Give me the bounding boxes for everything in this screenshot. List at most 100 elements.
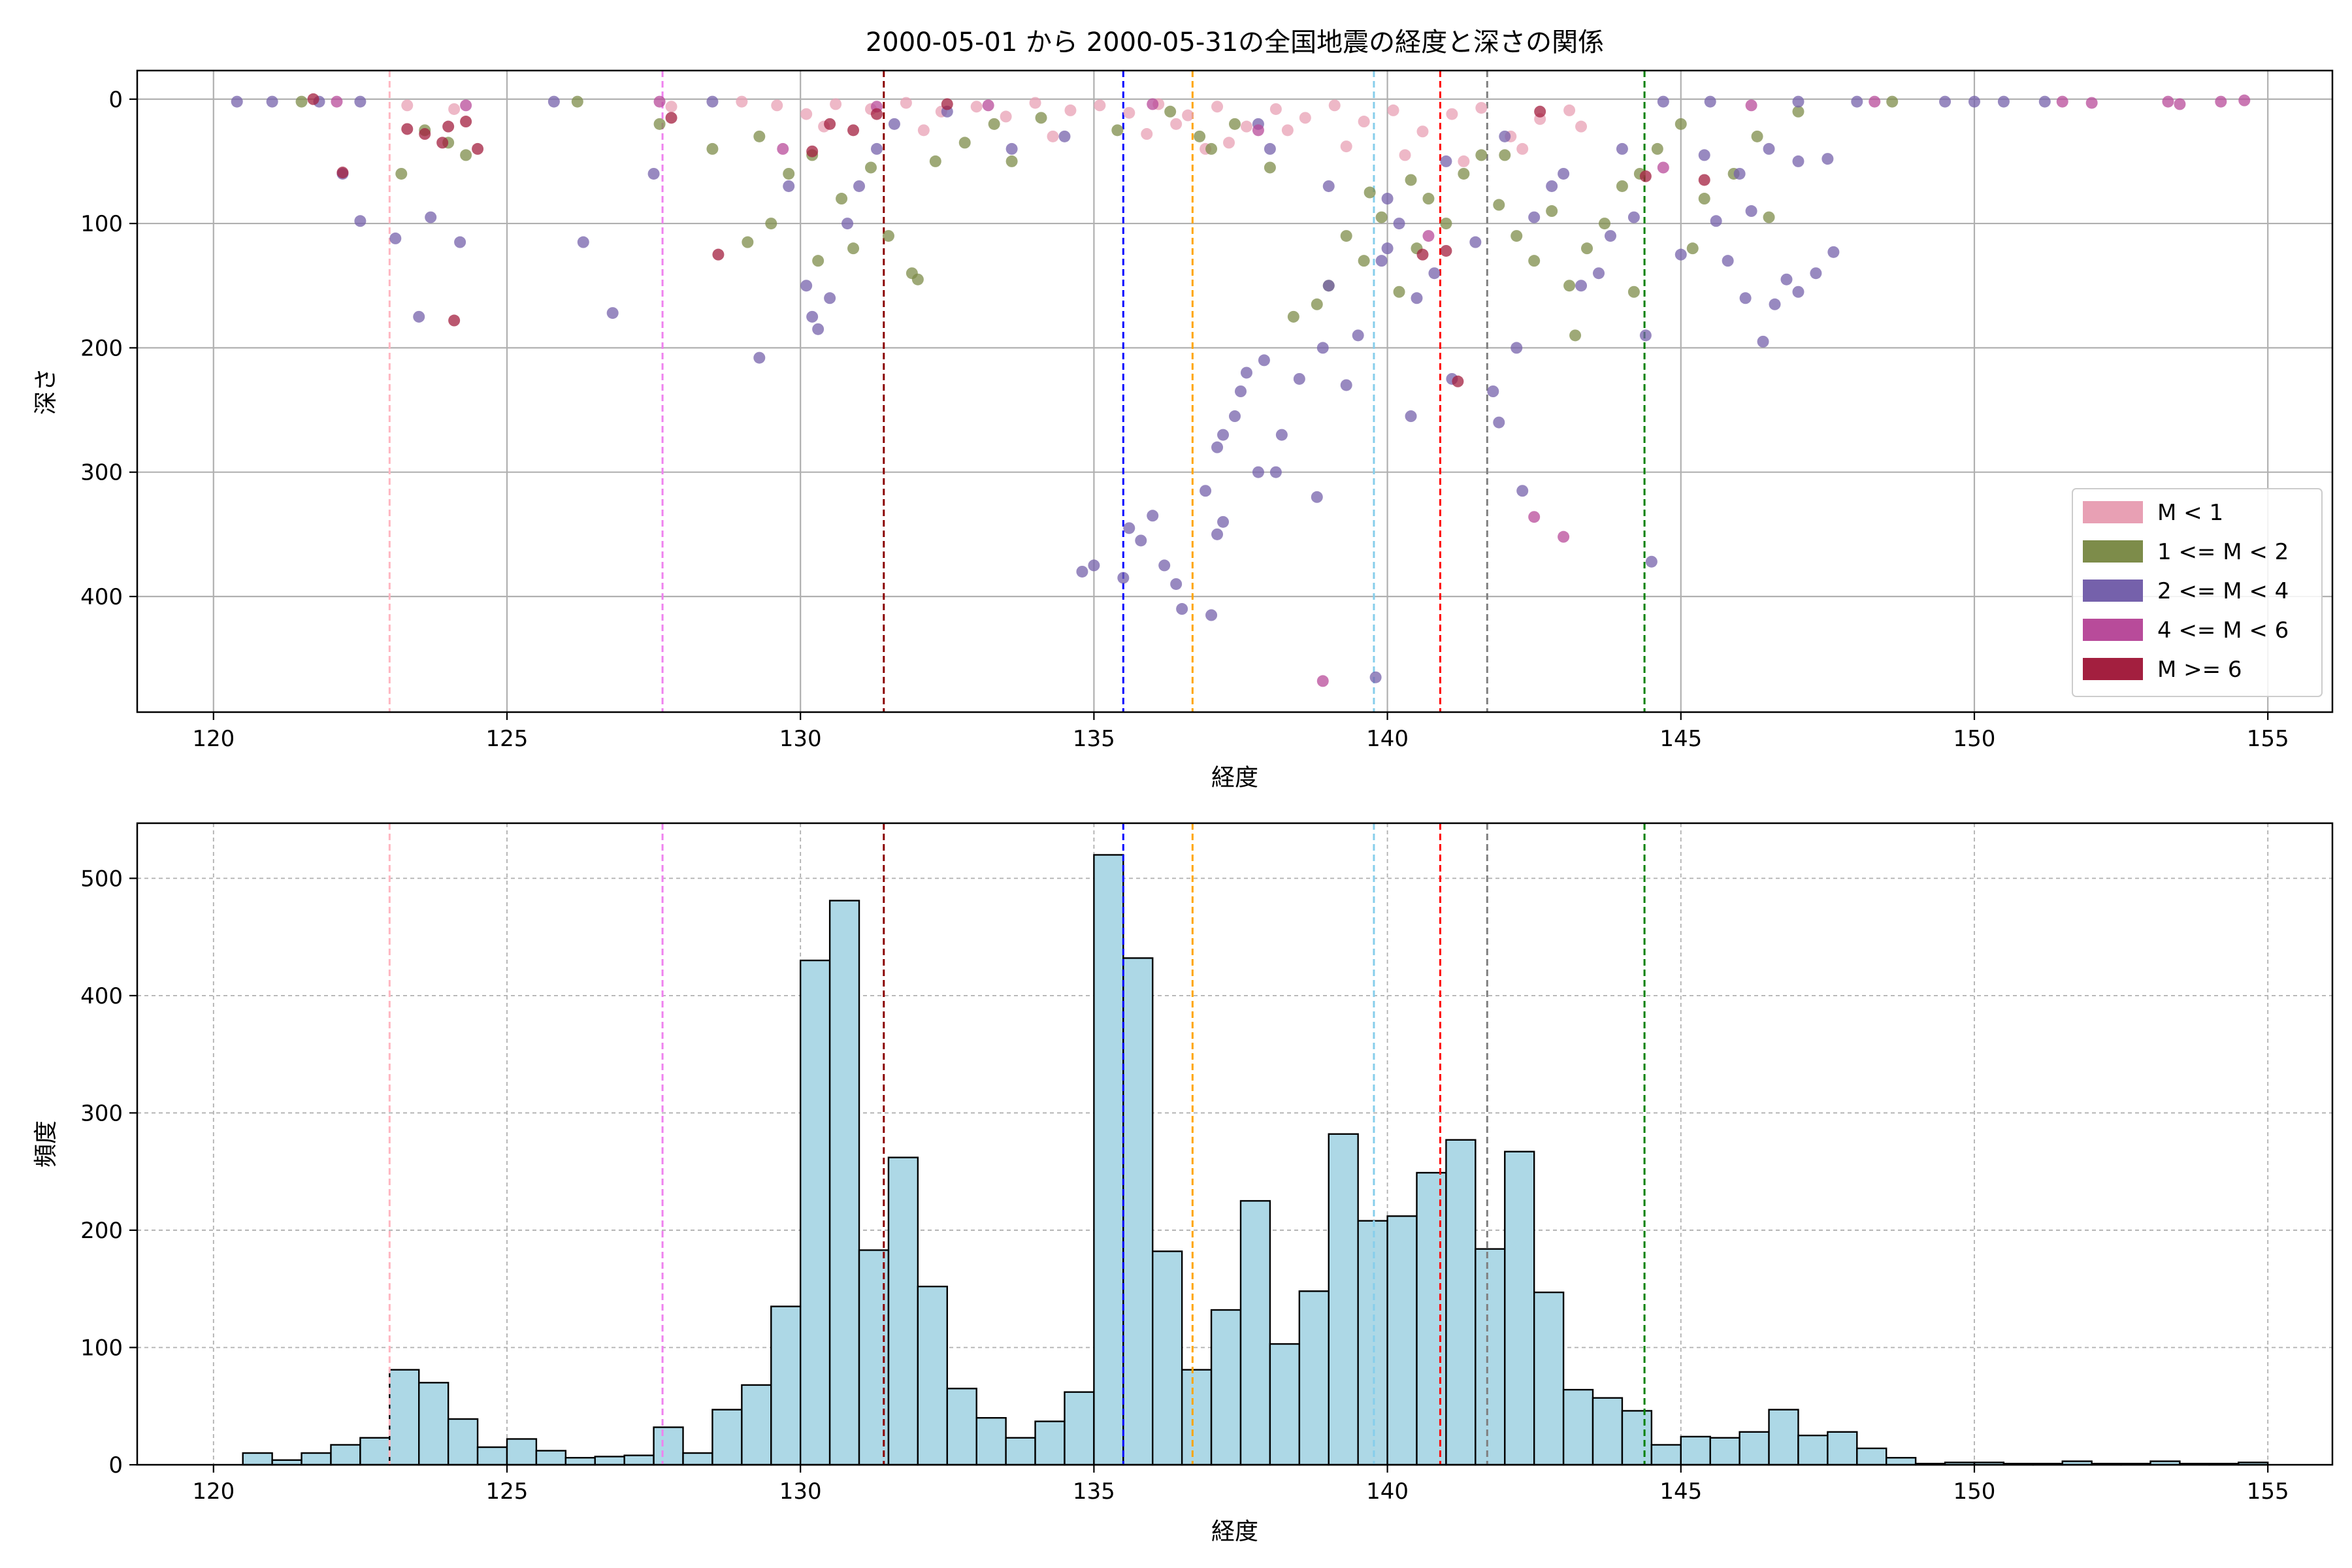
scatter-point <box>1182 109 1194 122</box>
scatter-point <box>1511 230 1523 242</box>
scatter-point <box>911 273 924 286</box>
scatter-point <box>1258 354 1270 367</box>
scatter-point <box>870 142 883 155</box>
histogram-bar <box>799 959 831 1466</box>
scatter-point <box>1200 485 1212 497</box>
histogram-bar <box>1886 1457 1917 1466</box>
scatter-point <box>712 248 725 261</box>
scatter-point <box>1499 130 1511 142</box>
histogram-bar <box>653 1426 684 1466</box>
scatter-point <box>870 108 883 120</box>
scatter-x-tick-label: 150 <box>1953 726 1996 752</box>
scatter-point <box>1627 211 1640 223</box>
scatter-point <box>1745 205 1757 218</box>
histogram-bar <box>418 1382 449 1466</box>
scatter-point <box>1657 95 1669 108</box>
scatter-point <box>1528 255 1541 267</box>
scatter-point <box>1440 155 1452 167</box>
scatter-point <box>882 230 894 242</box>
scatter-point <box>653 118 666 130</box>
scatter-point <box>1170 578 1183 590</box>
scatter-point <box>1381 193 1394 205</box>
scatter-point <box>1575 120 1588 133</box>
scatter-point <box>1005 155 1018 167</box>
scatter-point <box>665 112 678 124</box>
histogram-x-ticks: 120 125 130 135 140 145 150 155 <box>192 1465 2289 1505</box>
scatter-point <box>1369 671 1382 683</box>
scatter-point <box>806 145 819 157</box>
scatter-point <box>2215 95 2227 108</box>
scatter-point <box>1170 118 1183 130</box>
scatter-point <box>1651 142 1663 155</box>
histogram-y-label: 頻度 <box>33 1120 59 1168</box>
scatter-point <box>1194 130 1206 142</box>
scatter-point <box>354 95 367 108</box>
histogram-bar <box>1827 1431 1858 1466</box>
scatter-point <box>1176 603 1188 615</box>
histogram-bar <box>828 900 860 1466</box>
scatter-point <box>1229 118 1241 130</box>
scatter-point <box>1751 130 1763 142</box>
scatter-point <box>1458 155 1470 167</box>
scatter-point <box>742 236 754 248</box>
scatter-point <box>1639 170 1652 182</box>
scatter-y-label: 深さ <box>33 368 59 415</box>
scatter-point <box>1141 128 1153 140</box>
scatter-point <box>1281 124 1294 137</box>
scatter-point <box>1516 485 1529 497</box>
histogram-bar <box>917 1285 948 1466</box>
scatter-point <box>800 280 813 292</box>
histogram-bar <box>476 1446 508 1466</box>
scatter-point <box>1657 161 1669 174</box>
scatter-point <box>1968 95 1980 108</box>
scatter-point <box>448 314 461 327</box>
scatter-point <box>1458 167 1470 180</box>
scatter-point <box>1035 112 1047 124</box>
scatter-point <box>1111 124 1124 137</box>
scatter-point <box>1164 105 1177 118</box>
scatter-point <box>824 118 836 130</box>
histogram-bar <box>623 1454 655 1466</box>
histogram-bar <box>1504 1151 1535 1466</box>
histogram-x-tick-label: 130 <box>779 1478 822 1505</box>
scatter-point <box>1499 149 1511 161</box>
scatter-point <box>1739 292 1752 304</box>
scatter-point <box>1088 559 1100 572</box>
histogram-bar <box>447 1418 479 1466</box>
scatter-point <box>900 97 912 109</box>
scatter-point <box>1005 142 1018 155</box>
scatter-point <box>824 292 836 304</box>
scatter-point <box>1328 99 1341 112</box>
scatter-point <box>460 116 472 128</box>
scatter-x-tick-label: 130 <box>779 726 822 752</box>
legend-label: 2 <= M < 4 <box>2157 578 2289 604</box>
scatter-point <box>1780 273 1793 286</box>
scatter-point <box>1475 149 1488 161</box>
scatter-point <box>1452 375 1464 387</box>
scatter-points <box>231 93 2251 687</box>
scatter-point <box>1593 267 1605 280</box>
scatter-point <box>941 98 953 110</box>
scatter-point <box>1364 186 1376 199</box>
scatter-reference-lines <box>388 71 1646 712</box>
scatter-point <box>1422 193 1435 205</box>
histogram-bar <box>1298 1290 1330 1466</box>
histogram-bar <box>770 1305 802 1466</box>
scatter-point <box>1416 248 1429 261</box>
histogram-bar <box>1445 1139 1477 1466</box>
scatter-point <box>1698 149 1710 161</box>
scatter-point <box>1405 174 1417 186</box>
scatter-point <box>1147 98 1159 110</box>
scatter-point <box>1211 528 1224 540</box>
scatter-point <box>1094 99 1106 112</box>
scatter-point <box>1211 441 1224 453</box>
scatter-point <box>1469 236 1482 248</box>
scatter-point <box>1217 429 1230 441</box>
scatter-point <box>929 155 941 167</box>
scatter-point <box>812 255 825 267</box>
scatter-point <box>1399 149 1411 161</box>
histogram-bar <box>506 1438 538 1466</box>
scatter-point <box>1939 95 1952 108</box>
histogram-bar <box>1064 1391 1095 1466</box>
scatter-point <box>706 142 719 155</box>
